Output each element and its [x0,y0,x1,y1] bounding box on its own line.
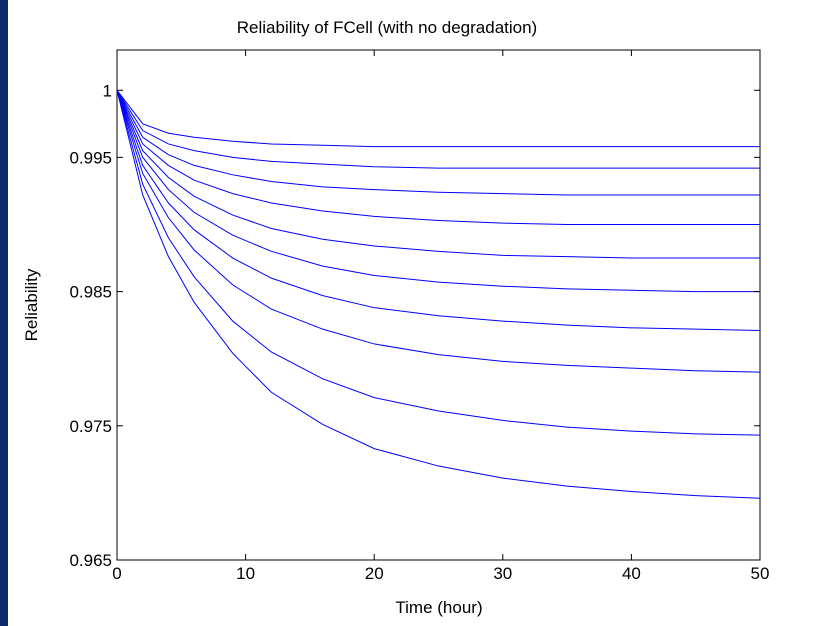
y-tick-label: 0.985 [69,283,112,302]
line-chart: Reliability of FCell (with no degradatio… [22,18,769,617]
series-line-10 [116,90,761,499]
x-tick-label: 30 [493,564,512,583]
y-axis: 0.965 0.975 0.985 0.995 1 [69,81,760,570]
y-tick-label: 0.995 [69,148,112,167]
series-line-9 [116,90,761,436]
plot-area-border [116,49,761,561]
y-tick-label: 1 [103,81,112,100]
series-line-4 [116,90,760,225]
x-tick-label: 10 [236,564,255,583]
x-axis-title: Time (hour) [395,598,482,617]
series-line-1 [116,89,760,148]
x-tick-label: 40 [622,564,641,583]
figure-frame: Reliability of FCell (with no degradatio… [8,0,832,626]
series-line-6 [116,90,760,293]
x-tick-label: 50 [751,564,770,583]
y-tick-label: 0.975 [69,417,112,436]
x-tick-label: 0 [112,564,121,583]
series-line-8 [116,90,761,373]
series-line-7 [116,90,761,331]
series-lines [116,89,761,499]
x-tick-label: 20 [365,564,384,583]
y-axis-title: Reliability [22,268,41,341]
series-line-3 [116,90,760,196]
x-axis: 0 10 20 30 40 50 [112,50,769,583]
series-line-5 [116,90,760,259]
chart-title: Reliability of FCell (with no degradatio… [237,18,537,37]
series-line-2 [116,89,760,169]
y-tick-label: 0.965 [69,551,112,570]
